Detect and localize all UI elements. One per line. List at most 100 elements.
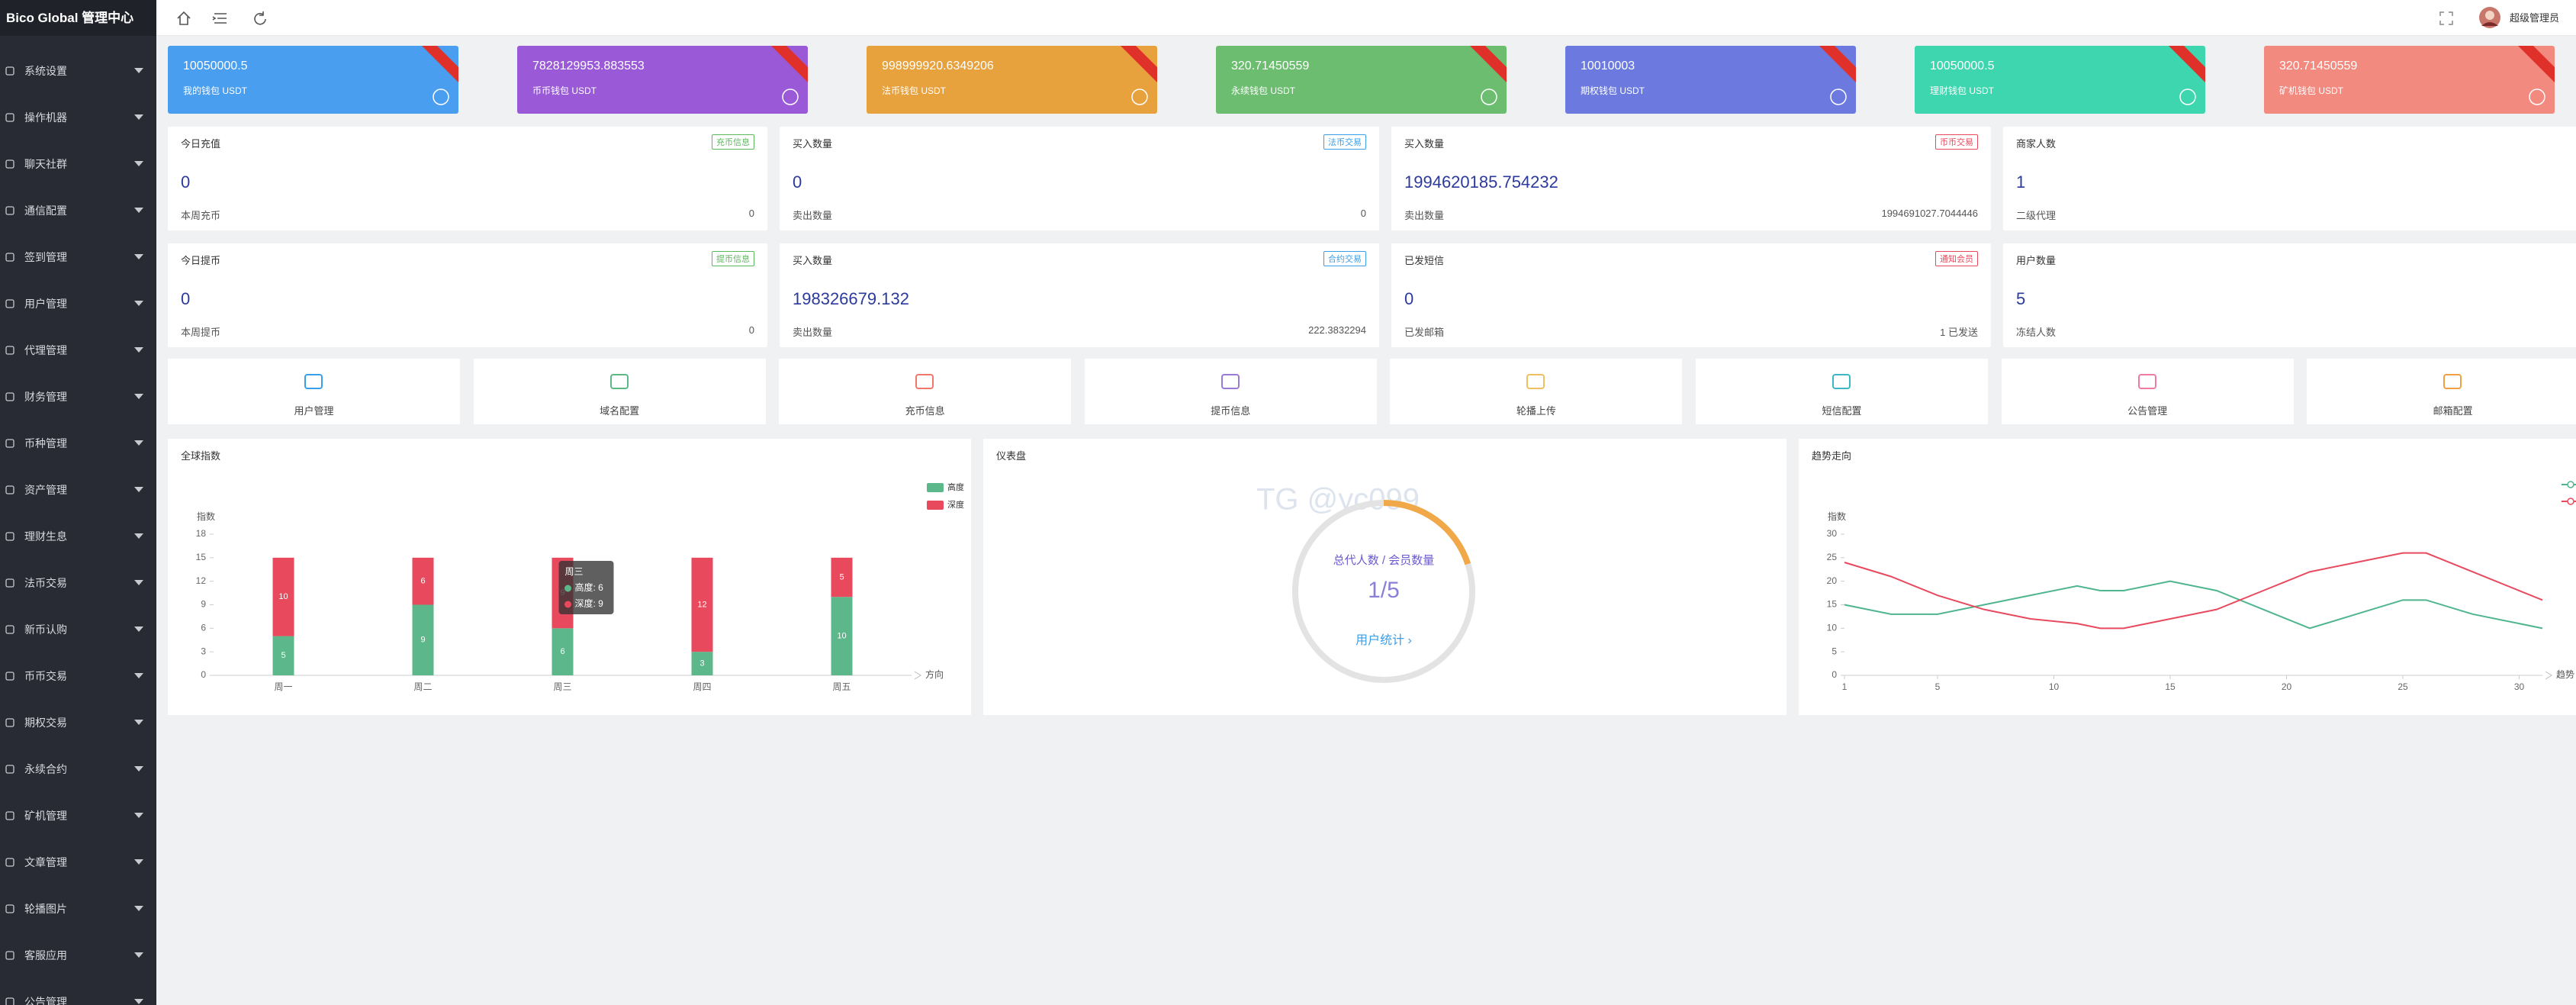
menu-item[interactable]: 新币认购 bbox=[0, 613, 156, 646]
shortcut-tile[interactable]: 短信配置 bbox=[1696, 359, 1988, 424]
y-tick-label: 15 bbox=[1827, 599, 1838, 610]
menu-item[interactable]: 代理管理 bbox=[0, 333, 156, 367]
caret-shape bbox=[134, 952, 143, 958]
wallet-card[interactable]: 10050000.5 理财钱包 USDT bbox=[1915, 46, 2205, 114]
x-tick-label: 周二 bbox=[413, 681, 432, 692]
stat-value: 0 bbox=[181, 289, 191, 308]
stat-sub-label: 已发邮箱 bbox=[1404, 327, 1445, 338]
shortcut-tile[interactable]: 提币信息 bbox=[1084, 359, 1377, 424]
caret bbox=[134, 533, 143, 539]
menu-item[interactable]: 资产管理 bbox=[0, 473, 156, 507]
caret-shape bbox=[134, 766, 143, 771]
user-name[interactable]: 超级管理员 bbox=[2510, 12, 2560, 24]
caret bbox=[134, 766, 143, 771]
stat-box: 今日充值 充币信息 0 本周充币 0 bbox=[168, 127, 767, 230]
caret bbox=[134, 906, 143, 911]
wallet-icon bbox=[782, 89, 799, 105]
wallet-label: 期权钱包 USDT bbox=[1581, 85, 1645, 96]
corner-ribbon bbox=[2169, 46, 2205, 82]
menu-label: 矿机管理 bbox=[24, 810, 67, 822]
menu-item[interactable]: 理财生息 bbox=[0, 520, 156, 553]
menu-item[interactable]: 轮播图片 bbox=[0, 892, 156, 926]
chart-panel: 全球指数0369121518指数方向周一周二周三周四周五596310高度1069… bbox=[168, 439, 971, 715]
menu-item[interactable]: 币币交易 bbox=[0, 659, 156, 693]
menu-item[interactable]: 币种管理 bbox=[0, 427, 156, 460]
menu-item[interactable]: 永续合约 bbox=[0, 752, 156, 786]
menu-label: 通信配置 bbox=[24, 205, 67, 217]
wallet-card[interactable]: 7828129953.883553 币币钱包 USDT bbox=[517, 46, 808, 114]
stat-title: 已发短信 bbox=[1404, 255, 1445, 266]
shortcut-icon bbox=[304, 374, 323, 389]
stat-sub-value: 1 已发送 bbox=[1940, 327, 1978, 338]
shortcut-tile[interactable]: 公告管理 bbox=[2001, 359, 2294, 424]
menu-item[interactable]: 客服应用 bbox=[0, 939, 156, 972]
y-tick-label: 0 bbox=[1832, 669, 1837, 680]
wallet-card[interactable]: 10010003 期权钱包 USDT bbox=[1565, 46, 1856, 114]
bar-value-label: 10 bbox=[278, 592, 288, 601]
icon-shape bbox=[2137, 374, 2156, 389]
menu-icon bbox=[5, 532, 14, 541]
stat-value: 0 bbox=[793, 172, 802, 192]
menu-item[interactable]: 财务管理 bbox=[0, 380, 156, 414]
wallet-card[interactable]: 320.71450559 永续钱包 USDT bbox=[1216, 46, 1507, 114]
menu-label: 聊天社群 bbox=[24, 158, 67, 170]
menu-item[interactable]: 系统设置 bbox=[0, 54, 156, 88]
menu-label: 法币交易 bbox=[24, 577, 67, 589]
menu-item[interactable]: 通信配置 bbox=[0, 194, 156, 227]
y-tick-label: 18 bbox=[196, 528, 207, 539]
gauge-link[interactable]: 用户统计 › bbox=[1356, 633, 1412, 647]
menu-item[interactable]: 法币交易 bbox=[0, 566, 156, 600]
menu-item[interactable]: 签到管理 bbox=[0, 240, 156, 274]
wallet-value: 10050000.5 bbox=[1930, 60, 1995, 72]
menu-item[interactable]: 矿机管理 bbox=[0, 799, 156, 833]
shortcut-tile[interactable]: 域名配置 bbox=[473, 359, 766, 424]
axis-arrow bbox=[2545, 671, 2552, 680]
menu-item[interactable]: 操作机器 bbox=[0, 101, 156, 134]
wallet-label: 矿机钱包 USDT bbox=[2279, 85, 2344, 96]
wallet-card[interactable]: 10050000.5 我的钱包 USDT bbox=[168, 46, 458, 114]
tooltip-box bbox=[558, 561, 614, 614]
menu-label: 期权交易 bbox=[24, 717, 67, 729]
gauge-label: 总代人数 / 会员数量 bbox=[1333, 554, 1435, 567]
shortcut-tile[interactable]: 用户管理 bbox=[168, 359, 460, 424]
shortcut-tile[interactable]: 轮播上传 bbox=[1390, 359, 1683, 424]
menu-item[interactable]: 公告管理 bbox=[0, 985, 156, 1005]
wallet-card[interactable]: 998999920.6349206 法币钱包 USDT bbox=[867, 46, 1157, 114]
caret bbox=[134, 208, 143, 213]
icon-shape bbox=[5, 997, 14, 1005]
chart: 0369121518指数方向周一周二周三周四周五596310高度1069125深… bbox=[196, 482, 964, 692]
icon-shape bbox=[5, 253, 14, 262]
icon-shape bbox=[5, 113, 14, 122]
menu-item[interactable]: 期权交易 bbox=[0, 706, 156, 739]
bar-value-label: 6 bbox=[420, 577, 425, 586]
topbar-tools[interactable] bbox=[175, 9, 274, 27]
gauge-separator: / bbox=[1381, 578, 1388, 603]
avatar[interactable] bbox=[2478, 6, 2501, 29]
fullscreen-icon[interactable] bbox=[2437, 9, 2455, 27]
menu-item[interactable]: 聊天社群 bbox=[0, 147, 156, 181]
wallet-card[interactable]: 320.71450559 矿机钱包 USDT bbox=[2264, 46, 2555, 114]
wallet-deco bbox=[1819, 46, 1856, 105]
stat-box: 商家人数 1 二级代理 bbox=[2003, 127, 2576, 230]
bar-value-label: 10 bbox=[837, 632, 846, 641]
shortcut-label: 邮箱配置 bbox=[2433, 405, 2473, 417]
menu-item[interactable]: 用户管理 bbox=[0, 287, 156, 321]
wallet-label: 法币钱包 USDT bbox=[882, 85, 947, 96]
wallet-icon bbox=[1481, 89, 1497, 105]
menu-item[interactable]: 文章管理 bbox=[0, 846, 156, 879]
shortcut-tile[interactable]: 充币信息 bbox=[779, 359, 1072, 424]
tooltip-item: 深度: 9 bbox=[575, 598, 604, 609]
wallet-value: 320.71450559 bbox=[1231, 60, 1310, 72]
menu-label: 系统设置 bbox=[24, 65, 67, 77]
caret-shape bbox=[134, 301, 143, 306]
x-tick-label: 1 bbox=[1842, 681, 1848, 692]
caret bbox=[134, 301, 143, 306]
x-tick-label: 20 bbox=[2282, 681, 2292, 692]
menu-label: 永续合约 bbox=[24, 763, 67, 775]
shortcut-tile[interactable]: 邮箱配置 bbox=[2307, 359, 2576, 424]
caret-shape bbox=[134, 161, 143, 166]
menu-icon bbox=[5, 951, 14, 960]
chart-panel: 趋势走向051015202530指数趋势151015202530高度深度 bbox=[1799, 439, 2576, 715]
y-tick-label: 20 bbox=[1827, 575, 1838, 586]
